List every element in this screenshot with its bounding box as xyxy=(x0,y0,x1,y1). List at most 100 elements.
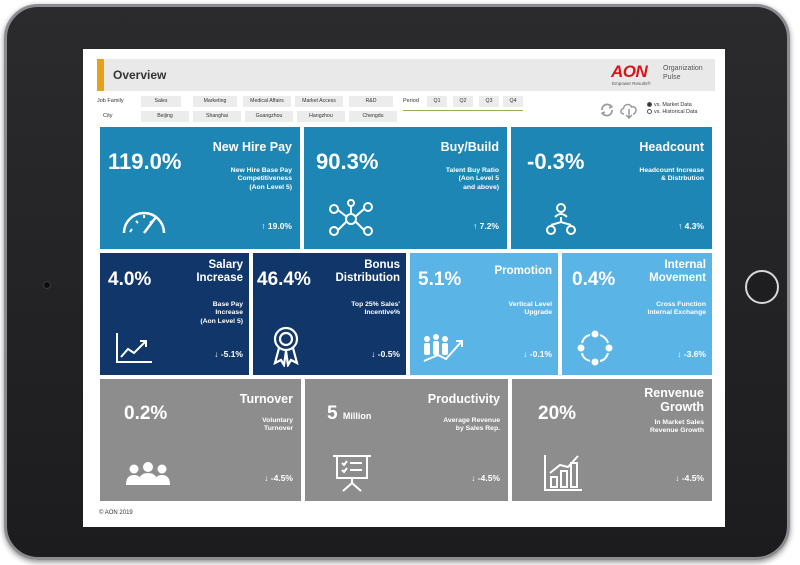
filter-chip-hangzhou[interactable]: Hangzhou xyxy=(297,111,345,122)
city-label: City xyxy=(103,113,113,119)
header-bar: Overview AON Empower Results® Organizati… xyxy=(97,59,715,91)
kpi-change: ↓ -3.6% xyxy=(677,349,706,359)
kpi-change: ↓ -4.5% xyxy=(264,473,293,483)
product-name-line2: Pulse xyxy=(663,74,681,81)
kpi-value: -0.3% xyxy=(527,149,585,174)
presentation-board-icon xyxy=(333,455,371,492)
tile-turnover[interactable]: 0.2% Turnover Voluntary Turnover ↓ -4.5% xyxy=(100,379,301,501)
kpi-description: Base Pay Increase (Aon Level 5) xyxy=(200,301,243,325)
kpi-value: 0.2% xyxy=(124,403,168,424)
kpi-change: ↓ -4.5% xyxy=(471,473,500,483)
network-icon xyxy=(329,199,373,236)
brand-tagline: Empower Results® xyxy=(612,81,651,86)
radio-market-data[interactable]: vs. Market Data xyxy=(647,102,692,108)
kpi-title: Turnover xyxy=(239,392,293,406)
kpi-value: 90.3% xyxy=(316,149,379,174)
tile-productivity[interactable]: 5 Million Productivity Average Revenue b… xyxy=(305,379,508,501)
home-button[interactable] xyxy=(745,270,779,304)
aon-logo: AON Empower Results® Organization Pulse xyxy=(611,61,707,89)
radio-market-data-label: vs. Market Data xyxy=(654,102,692,108)
period-chip-q4[interactable]: Q4 xyxy=(503,96,523,107)
toolbar: vs. Market Data vs. Historical Data xyxy=(599,100,719,122)
kpi-description: Vertical Level Upgrade xyxy=(508,301,552,317)
kpi-title: Salary Increase xyxy=(196,259,243,284)
copyright: © AON 2019 xyxy=(99,510,133,516)
radio-historical-data[interactable]: vs. Historical Data xyxy=(647,109,697,115)
period-chip-q1[interactable]: Q1 xyxy=(427,96,447,107)
tile-salary-increase[interactable]: 4.0% Salary Increase Base Pay Increase (… xyxy=(100,253,249,375)
org-chart-icon xyxy=(546,203,576,235)
refresh-icon[interactable] xyxy=(599,102,615,118)
kpi-unit: Million xyxy=(342,411,372,421)
kpi-description: Top 25% Sales' Incentive% xyxy=(351,301,400,317)
kpi-title: Internal Movement xyxy=(649,259,706,284)
period-chip-q3[interactable]: Q3 xyxy=(479,96,499,107)
filter-chip-market-access[interactable]: Market Access xyxy=(295,96,343,107)
filter-chip-guangzhou[interactable]: Guangzhou xyxy=(245,111,293,122)
page-title: Overview xyxy=(113,68,167,82)
city-filter: City Beijing Shanghai Guangzhou Hangzhou… xyxy=(97,111,417,123)
period-filter: Period Q1 Q2 Q3 Q4 xyxy=(403,96,523,108)
period-underline xyxy=(403,110,523,111)
kpi-value-wrap: 5 Million xyxy=(327,403,371,425)
trend-chart-icon xyxy=(116,333,152,363)
kpi-description: Talent Buy Ratio (Aon Level 5 and above) xyxy=(445,167,499,191)
kpi-value: 46.4% xyxy=(257,269,311,290)
radio-historical-data-label: vs. Historical Data xyxy=(654,109,698,115)
brand-name: AON xyxy=(611,62,648,81)
tile-revenue-growth[interactable]: 20% Renvenue Growth In Market Sales Reve… xyxy=(512,379,712,501)
speedometer-icon xyxy=(122,211,166,234)
filter-chip-marketing[interactable]: Marketing xyxy=(193,96,237,107)
kpi-change: ↑ 7.2% xyxy=(473,221,499,231)
kpi-title: Buy/Build xyxy=(440,140,499,154)
kpi-title: Productivity xyxy=(427,392,500,406)
kpi-title: New Hire Pay xyxy=(212,140,292,154)
kpi-description: In Market Sales Revenue Growth xyxy=(649,419,704,435)
radio-dot-selected xyxy=(647,102,652,108)
product-name-line1: Organization xyxy=(663,65,703,72)
kpi-value: 0.4% xyxy=(572,269,616,290)
bar-growth-icon xyxy=(544,455,582,491)
dashboard-screen: Overview AON Empower Results® Organizati… xyxy=(83,49,725,527)
kpi-value: 119.0% xyxy=(108,149,182,174)
kpi-value: 5.1% xyxy=(418,269,462,290)
growth-team-icon xyxy=(423,334,463,362)
product-name: Organization Pulse xyxy=(663,64,703,82)
tile-new-hire-pay[interactable]: 119.0% New Hire Pay New Hire Base Pay Co… xyxy=(100,127,300,249)
cloud-download-icon[interactable] xyxy=(619,101,639,119)
tile-headcount[interactable]: -0.3% Headcount Headcount Increase & Dis… xyxy=(511,127,712,249)
award-ribbon-icon xyxy=(273,326,299,367)
filter-chip-medical-affairs[interactable]: Medical Affairs xyxy=(243,96,291,107)
kpi-change: ↓ -0.5% xyxy=(371,349,400,359)
kpi-value: 5 xyxy=(327,403,338,424)
tile-buy-build[interactable]: 90.3% Buy/Build Talent Buy Ratio (Aon Le… xyxy=(304,127,507,249)
kpi-description: New Hire Base Pay Competitiveness (Aon L… xyxy=(230,167,292,191)
kpi-change: ↓ -0.1% xyxy=(523,349,552,359)
kpi-change: ↑ 4.3% xyxy=(678,221,704,231)
job-family-filter: Job Family Sales Marketing Medical Affai… xyxy=(97,96,537,108)
radio-dot xyxy=(647,109,652,115)
period-chip-q2[interactable]: Q2 xyxy=(453,96,473,107)
filter-chip-sales[interactable]: Sales xyxy=(141,96,181,107)
kpi-description: Average Revenue by Sales Rep. xyxy=(443,417,500,433)
people-group-icon xyxy=(126,462,170,485)
tile-promotion[interactable]: 5.1% Promotion Vertical Level Upgrade ↓ … xyxy=(410,253,558,375)
cycle-arrows-icon xyxy=(577,330,613,366)
kpi-title: Bonus Distribution xyxy=(335,259,400,284)
kpi-change: ↓ -4.5% xyxy=(675,473,704,483)
filter-chip-chengdu[interactable]: Chengdu xyxy=(349,111,397,122)
filter-chip-beijing[interactable]: Beijing xyxy=(141,111,189,122)
kpi-description: Cross Function Internal Exchange xyxy=(647,301,706,317)
header-accent xyxy=(97,59,104,91)
kpi-title: Headcount xyxy=(639,140,704,154)
filter-chip-shanghai[interactable]: Shanghai xyxy=(193,111,241,122)
kpi-value: 4.0% xyxy=(108,269,152,290)
kpi-change: ↑ 19.0% xyxy=(261,221,292,231)
tile-bonus-distribution[interactable]: 46.4% Bonus Distribution Top 25% Sales' … xyxy=(253,253,406,375)
tile-internal-movement[interactable]: 0.4% Internal Movement Cross Function In… xyxy=(562,253,712,375)
kpi-title: Renvenue Growth xyxy=(644,386,704,414)
filter-chip-rd[interactable]: R&D xyxy=(349,96,393,107)
kpi-change: ↓ -5.1% xyxy=(214,349,243,359)
kpi-title: Promotion xyxy=(494,265,553,277)
kpi-value: 20% xyxy=(538,403,577,424)
